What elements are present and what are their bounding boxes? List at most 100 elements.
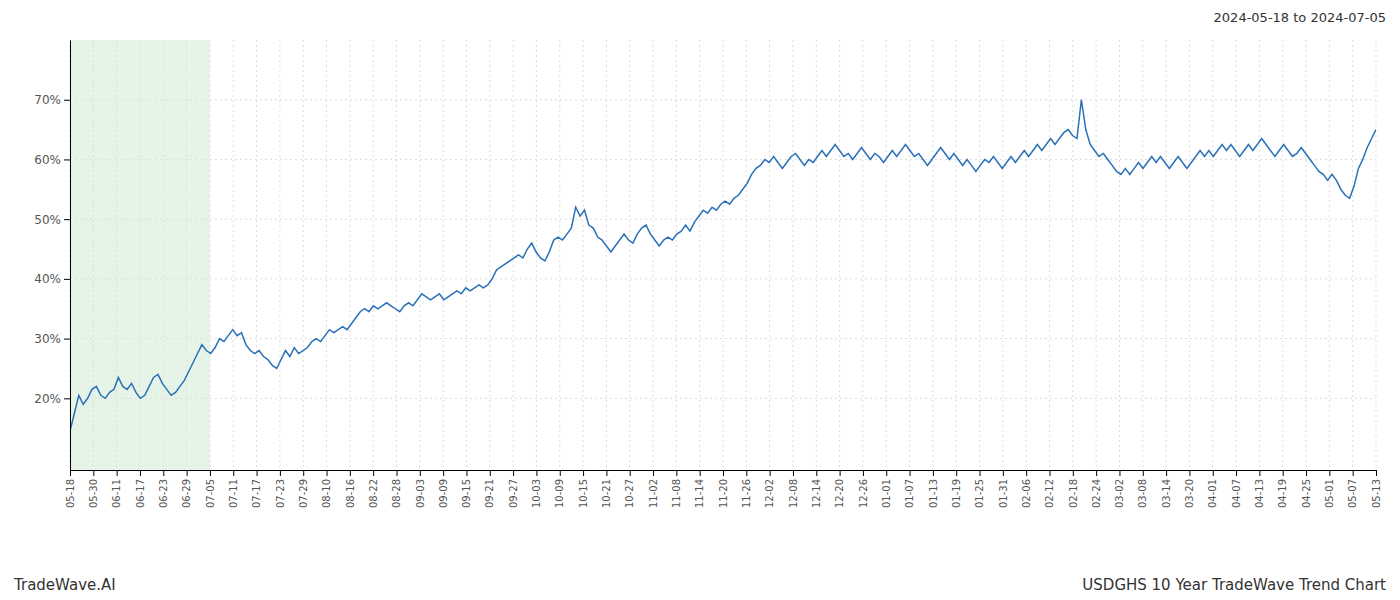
x-tick: 11-08 [671,470,682,508]
x-tick: 12-08 [788,470,799,508]
grid-line-x [932,40,933,470]
x-tick-label: 01-13 [928,479,939,508]
x-tick: 10-03 [531,470,542,508]
grid-line-x [396,40,397,470]
x-tick-mark [560,470,561,476]
x-tick: 08-28 [391,470,402,508]
x-tick-label: 10-21 [601,479,612,508]
x-tick-mark [1259,470,1260,476]
x-tick-label: 08-10 [321,479,332,508]
x-tick: 09-03 [415,470,426,508]
x-tick-mark [257,470,258,476]
x-tick-label: 04-13 [1254,479,1265,508]
x-tick-label: 11-02 [648,479,659,508]
grid-line-x [769,40,770,470]
x-tick-label: 12-08 [788,479,799,508]
y-tick-mark [64,219,70,220]
x-tick-label: 04-07 [1231,479,1242,508]
x-axis: 05-1805-3006-1106-1706-2306-2907-0507-11… [65,470,1382,508]
y-tick-mark [64,159,70,160]
x-tick: 09-09 [438,470,449,508]
x-tick-label: 08-16 [345,479,356,508]
x-tick-label: 05-18 [65,479,76,508]
grid-line-x [93,40,94,470]
grid-line-x [1166,40,1167,470]
x-tick: 09-15 [461,470,472,508]
x-tick: 02-12 [1044,470,1055,508]
x-tick-label: 09-03 [415,479,426,508]
x-tick: 02-18 [1068,470,1079,508]
x-tick-mark [1119,470,1120,476]
x-tick-label: 01-19 [951,479,962,508]
y-axis-line [70,41,71,471]
x-tick-label: 12-20 [834,479,845,508]
x-tick-mark [676,470,677,476]
grid [70,40,1376,470]
x-tick: 01-19 [951,470,962,508]
x-tick-mark [490,470,491,476]
x-tick: 11-14 [694,470,705,508]
x-tick-label: 11-14 [694,479,705,508]
x-tick-mark [93,470,94,476]
y-tick-label: 40% [34,272,61,286]
x-tick-mark [117,470,118,476]
x-tick-mark [70,470,71,476]
x-tick: 11-26 [741,470,752,508]
x-tick: 09-27 [508,470,519,508]
x-tick-label: 05-07 [1347,479,1358,508]
x-tick-label: 09-15 [461,479,472,508]
grid-line-x [1352,40,1353,470]
grid-line-x [723,40,724,470]
x-tick-label: 03-14 [1161,479,1172,508]
grid-line-x [862,40,863,470]
grid-line-x [606,40,607,470]
x-tick: 04-01 [1207,470,1218,508]
grid-line-x [1049,40,1050,470]
x-tick-mark [1213,470,1214,476]
x-tick: 12-20 [834,470,845,508]
y-tick: 20% [34,392,70,406]
x-tick-label: 06-23 [158,479,169,508]
x-tick-label: 06-29 [181,479,192,508]
x-tick-label: 10-15 [578,479,589,508]
x-tick-label: 09-21 [484,479,495,508]
x-tick: 08-22 [368,470,379,508]
x-tick-mark [1166,470,1167,476]
x-tick-mark [1050,470,1051,476]
grid-line-y [70,219,1376,220]
x-tick-label: 07-05 [205,479,216,508]
x-tick-mark [770,470,771,476]
x-tick-label: 06-11 [111,479,122,508]
x-tick-mark [746,470,747,476]
x-tick: 11-20 [718,470,729,508]
x-tick-label: 01-31 [998,479,1009,508]
x-tick-label: 07-11 [228,479,239,508]
x-tick: 05-30 [88,470,99,508]
x-tick-label: 12-14 [811,479,822,508]
x-tick-label: 04-19 [1277,479,1288,508]
x-tick-mark [443,470,444,476]
y-tick-label: 70% [34,93,61,107]
x-tick: 07-05 [205,470,216,508]
highlight-layer [70,40,210,470]
x-tick-mark [327,470,328,476]
x-tick: 07-11 [228,470,239,508]
grid-line-x [699,40,700,470]
x-tick: 05-18 [65,470,76,508]
x-tick-label: 01-01 [881,479,892,508]
y-tick-label: 20% [34,392,61,406]
grid-line-y [70,278,1376,279]
grid-line-x [1329,40,1330,470]
x-tick-mark [933,470,934,476]
x-tick-label: 08-28 [391,479,402,508]
y-tick: 40% [34,272,70,286]
x-tick-label: 05-30 [88,479,99,508]
grid-line-x [746,40,747,470]
x-tick: 08-10 [321,470,332,508]
grid-line-x [1119,40,1120,470]
x-tick: 01-31 [998,470,1009,508]
grid-line-x [1096,40,1097,470]
plot-area [70,100,1376,431]
y-tick: 50% [34,213,70,227]
x-tick-mark [1236,470,1237,476]
